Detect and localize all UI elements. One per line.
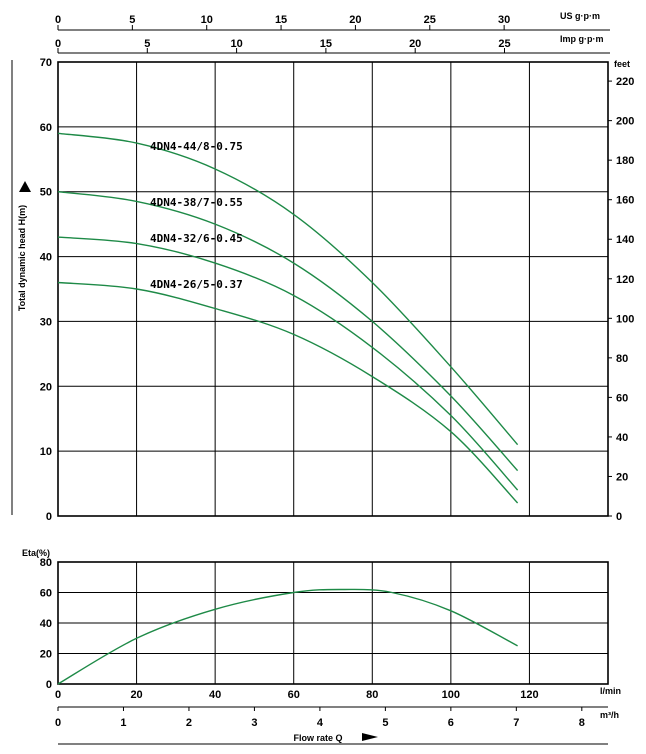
x-axis-unit-lmin: l/min (600, 686, 621, 696)
tick-label-head: 40 (40, 252, 52, 264)
x-axis-arrow-icon (362, 733, 378, 741)
tick-label-m3h: 3 (251, 717, 257, 729)
curves-layer (57, 132, 519, 685)
labels-layer: US g·p·m Imp g·p·m feet Total dynamic he… (17, 11, 634, 743)
tick-label-usgpm: 20 (349, 14, 361, 26)
tick-label-impgpm: 5 (144, 38, 150, 50)
tick-label-m3h: 8 (579, 717, 585, 729)
tick-label-usgpm: 15 (275, 14, 287, 26)
tick-label-feet: 40 (616, 432, 628, 444)
tick-label-feet: 200 (616, 116, 634, 128)
tick-label-feet: 0 (616, 511, 622, 523)
efficiency-curve (57, 588, 518, 685)
tick-label-feet: 60 (616, 392, 628, 404)
tick-label-feet: 100 (616, 313, 634, 325)
tick-label-m3h: 2 (186, 717, 192, 729)
tick-label-eta: 80 (40, 557, 52, 569)
curve-label-4dn4-44: 4DN4-44/8-0.75 (150, 140, 243, 153)
tick-label-impgpm: 15 (320, 38, 332, 50)
tick-label-lmin: 80 (366, 689, 378, 701)
tick-label-impgpm: 10 (230, 38, 242, 50)
tick-label-feet: 80 (616, 353, 628, 365)
tick-label-lmin: 120 (520, 689, 538, 701)
x-axis-label-flow-rate: Flow rate Q (293, 733, 342, 743)
tick-label-m3h: 0 (55, 717, 61, 729)
curve-label-4dn4-32: 4DN4-32/6-0.45 (150, 232, 243, 245)
tick-label-m3h: 7 (513, 717, 519, 729)
y-axis-arrow-icon (19, 181, 31, 192)
tick-label-lmin: 100 (442, 689, 460, 701)
tick-label-eta: 20 (40, 649, 52, 661)
tick-label-eta: 60 (40, 588, 52, 600)
tick-label-lmin: 60 (288, 689, 300, 701)
tick-label-head: 50 (40, 187, 52, 199)
tick-label-feet: 20 (616, 471, 628, 483)
head-curve-3 (57, 236, 519, 491)
x-axis-unit-m3h: m³/h (600, 710, 619, 720)
grid-layer (58, 62, 608, 684)
tick-label-feet: 160 (616, 195, 634, 207)
tick-label-impgpm: 20 (409, 38, 421, 50)
top-axis-impgpm-label: Imp g·p·m (560, 34, 604, 44)
curve-label-4dn4-26: 4DN4-26/5-0.37 (150, 278, 243, 291)
tick-label-feet: 180 (616, 155, 634, 167)
tick-label-feet: 120 (616, 274, 634, 286)
tick-label-eta: 0 (46, 679, 52, 691)
frames-layer (11, 25, 612, 745)
efficiency-plot-frame (57, 561, 609, 685)
tick-label-usgpm: 30 (498, 14, 510, 26)
tick-label-impgpm: 25 (498, 38, 510, 50)
tick-label-m3h: 1 (120, 717, 126, 729)
tick-label-head: 20 (40, 381, 52, 393)
tick-label-usgpm: 5 (129, 14, 135, 26)
tick-label-usgpm: 0 (55, 14, 61, 26)
tick-label-usgpm: 25 (424, 14, 436, 26)
top-axis-usgpm-label: US g·p·m (560, 11, 600, 21)
head-curve-2 (57, 191, 519, 472)
y-axis-label-eta: Eta(%) (22, 548, 50, 558)
tick-label-lmin: 40 (209, 689, 221, 701)
tick-label-m3h: 4 (317, 717, 324, 729)
tick-label-feet: 140 (616, 234, 634, 246)
tick-label-impgpm: 0 (55, 38, 61, 50)
head-plot-frame (57, 61, 609, 517)
tick-label-feet: 220 (616, 76, 634, 88)
curve-label-4dn4-38: 4DN4-38/7-0.55 (150, 196, 243, 209)
tick-label-eta: 40 (40, 618, 52, 630)
tick-label-head: 10 (40, 446, 52, 458)
tick-label-usgpm: 10 (201, 14, 213, 26)
head-curve-1 (57, 132, 519, 446)
tick-label-lmin: 0 (55, 689, 61, 701)
tick-label-head: 70 (40, 57, 52, 69)
y-axis-label-head: Total dynamic head H(m) (17, 205, 27, 311)
head-curve-4 (57, 281, 519, 504)
right-axis-feet-label: feet (614, 59, 630, 69)
tick-label-head: 60 (40, 122, 52, 134)
tick-label-lmin: 20 (130, 689, 142, 701)
tick-label-m3h: 5 (382, 717, 388, 729)
tick-label-m3h: 6 (448, 717, 454, 729)
tick-label-head: 0 (46, 511, 52, 523)
tick-label-head: 30 (40, 316, 52, 328)
